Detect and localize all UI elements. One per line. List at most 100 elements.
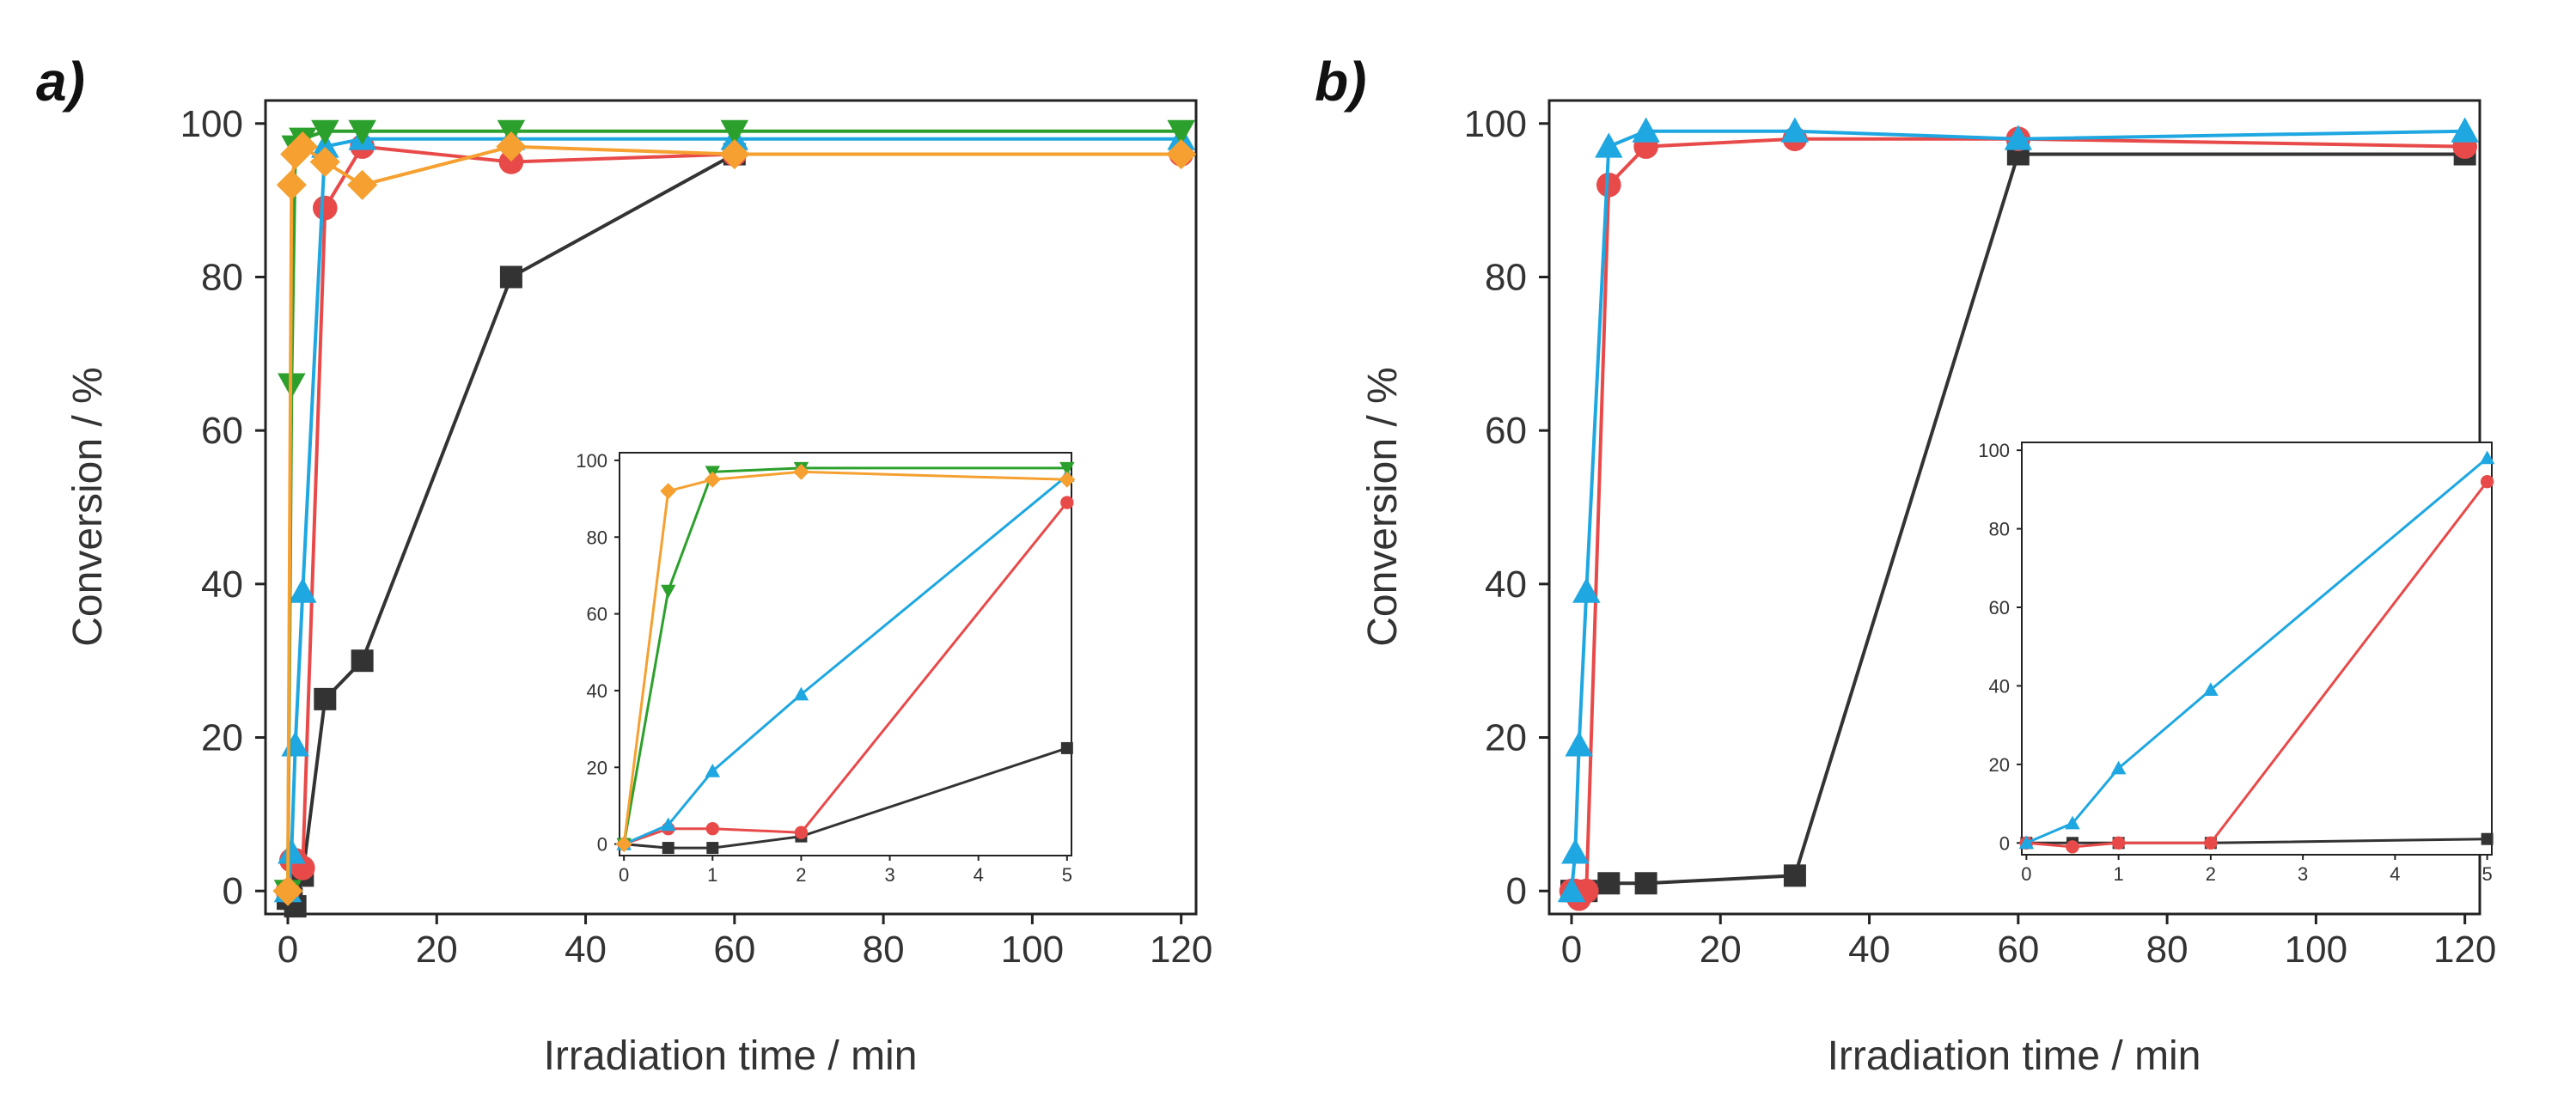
x-tick-label: 120 (1150, 929, 1212, 971)
inset-y-tick-label: 100 (1978, 440, 2010, 461)
inset-x-tick-label: 0 (2021, 863, 2031, 885)
y-tick-label: 100 (1464, 103, 1527, 145)
y-tick-label: 20 (1485, 717, 1527, 759)
data-point-blue-triangles (2451, 117, 2479, 143)
data-point-red-circles (313, 195, 338, 221)
x-tick-label: 20 (1700, 929, 1742, 971)
plot-frame (264, 99, 1198, 916)
data-point-black-squares (314, 687, 337, 710)
x-tick-label: 40 (565, 929, 607, 971)
inset-data-point-orange-diamonds (1059, 471, 1076, 488)
y-tick-label: 20 (201, 717, 243, 759)
inset-data-point-red-circles (2066, 840, 2079, 854)
data-point-blue-triangles (1565, 731, 1593, 757)
inset-data-point-black-squares (1060, 741, 1073, 754)
x-tick-label: 60 (713, 929, 755, 971)
inset-y-tick-label: 20 (1989, 754, 2010, 776)
x-tick-label: 0 (1561, 929, 1582, 971)
inset-data-point-red-circles (705, 822, 719, 836)
data-point-blue-triangles (1595, 132, 1623, 158)
x-tick-label: 20 (416, 929, 458, 971)
y-tick-label: 60 (201, 410, 243, 452)
y-tick-label: 0 (1506, 870, 1527, 912)
x-tick-label: 40 (1848, 929, 1890, 971)
data-point-blue-triangles (1561, 838, 1590, 864)
data-point-green-triangles-down (348, 119, 376, 145)
inset-data-point-black-squares (2481, 832, 2494, 845)
inset-data-point-red-circles (794, 826, 809, 839)
y-tick-label: 60 (1485, 410, 1527, 452)
inset-x-tick-label: 3 (2298, 863, 2308, 885)
data-point-black-squares (351, 649, 374, 673)
data-point-red-circles (1596, 172, 1621, 198)
inset-data-point-green-triangles-down (660, 584, 676, 599)
inset-plot-frame (619, 452, 1072, 856)
inset-data-point-red-circles (1060, 496, 1074, 509)
data-point-orange-diamonds (280, 138, 311, 170)
x-tick-label: 0 (278, 929, 298, 971)
x-tick-label: 100 (1001, 929, 1064, 971)
chart-panel-a: a) Conversion / % Irradiation time / min 0 2… (36, 51, 1212, 1079)
inset-x-tick-label: 2 (2206, 863, 2216, 885)
y-tick-label: 40 (201, 564, 243, 606)
inset-data-point-green-triangles-down (1059, 461, 1075, 476)
series-blue-triangles (1557, 117, 2479, 903)
x-tick-label: 100 (2285, 929, 2347, 971)
data-point-red-circles (498, 149, 524, 174)
inset-x-tick-label: 3 (884, 864, 894, 886)
inset-x-tick-label: 0 (619, 864, 629, 886)
data-point-green-triangles-down (720, 119, 749, 145)
y-tick-label: 100 (180, 103, 243, 145)
inset-data-point-orange-diamonds (660, 483, 677, 500)
x-tick-label: 80 (863, 929, 905, 971)
data-point-blue-triangles (278, 838, 306, 864)
inset-data-point-blue-triangles (2018, 835, 2035, 850)
y-tick-label: 80 (201, 256, 243, 298)
inset-data-point-orange-diamonds (615, 836, 632, 853)
data-point-black-squares (499, 265, 522, 289)
x-tick-label: 120 (2433, 929, 2496, 971)
inset-data-point-blue-triangles (2479, 450, 2495, 465)
y-axis-title: Conversion / % (1360, 367, 1406, 646)
inset-y-tick-label: 80 (1989, 519, 2010, 540)
inset-data-point-red-circles (2111, 836, 2126, 850)
inset-data-point-red-circles (2480, 475, 2494, 489)
chart-panel-b: b) Conversion / % Irradiation time / min 0 2… (1315, 51, 2496, 1079)
panel-label: a) (36, 51, 85, 113)
inset-data-point-red-circles (2204, 836, 2218, 850)
data-point-blue-triangles (1572, 577, 1601, 603)
series-orange-diamonds (272, 131, 1197, 906)
data-point-black-squares (1783, 864, 1806, 887)
data-point-orange-diamonds (1166, 138, 1197, 170)
data-point-green-triangles-down (1167, 119, 1195, 145)
inset-x-tick-label: 1 (2113, 863, 2123, 885)
inset-y-tick-label: 0 (597, 834, 607, 856)
y-tick-label: 80 (1485, 256, 1527, 298)
inset-y-tick-label: 60 (1989, 597, 2010, 618)
inset-data-point-black-squares (706, 842, 719, 855)
inset-data-point-blue-triangles (793, 686, 809, 701)
inset-data-point-blue-triangles (2203, 682, 2219, 696)
inset-x-tick-label: 1 (707, 864, 717, 886)
inset-data-point-blue-triangles (705, 763, 721, 777)
data-point-blue-triangles (1780, 117, 1810, 143)
inset-x-tick-label: 2 (796, 864, 806, 886)
data-point-orange-diamonds (309, 146, 340, 178)
data-point-orange-diamonds (719, 138, 750, 170)
inset-plot: 0 1 2 3 4 5 0 20 40 60 80 100 (1978, 440, 2495, 885)
inset-y-tick-label: 20 (587, 757, 607, 778)
y-tick-label: 0 (223, 870, 243, 912)
data-point-blue-triangles (1557, 876, 1586, 903)
data-point-black-squares (1634, 872, 1657, 895)
data-point-blue-triangles (289, 577, 317, 603)
inset-data-point-black-squares (662, 842, 675, 855)
inset-y-tick-label: 80 (587, 527, 607, 548)
inset-y-tick-label: 100 (576, 450, 607, 472)
inset-plot: 0 1 2 3 4 5 0 20 40 60 80 100 (576, 450, 1076, 886)
inset-x-tick-label: 5 (1062, 864, 1072, 886)
x-tick-label: 60 (1997, 929, 2039, 971)
inset-data-point-blue-triangles (660, 817, 676, 832)
y-axis-title: Conversion / % (65, 367, 111, 646)
